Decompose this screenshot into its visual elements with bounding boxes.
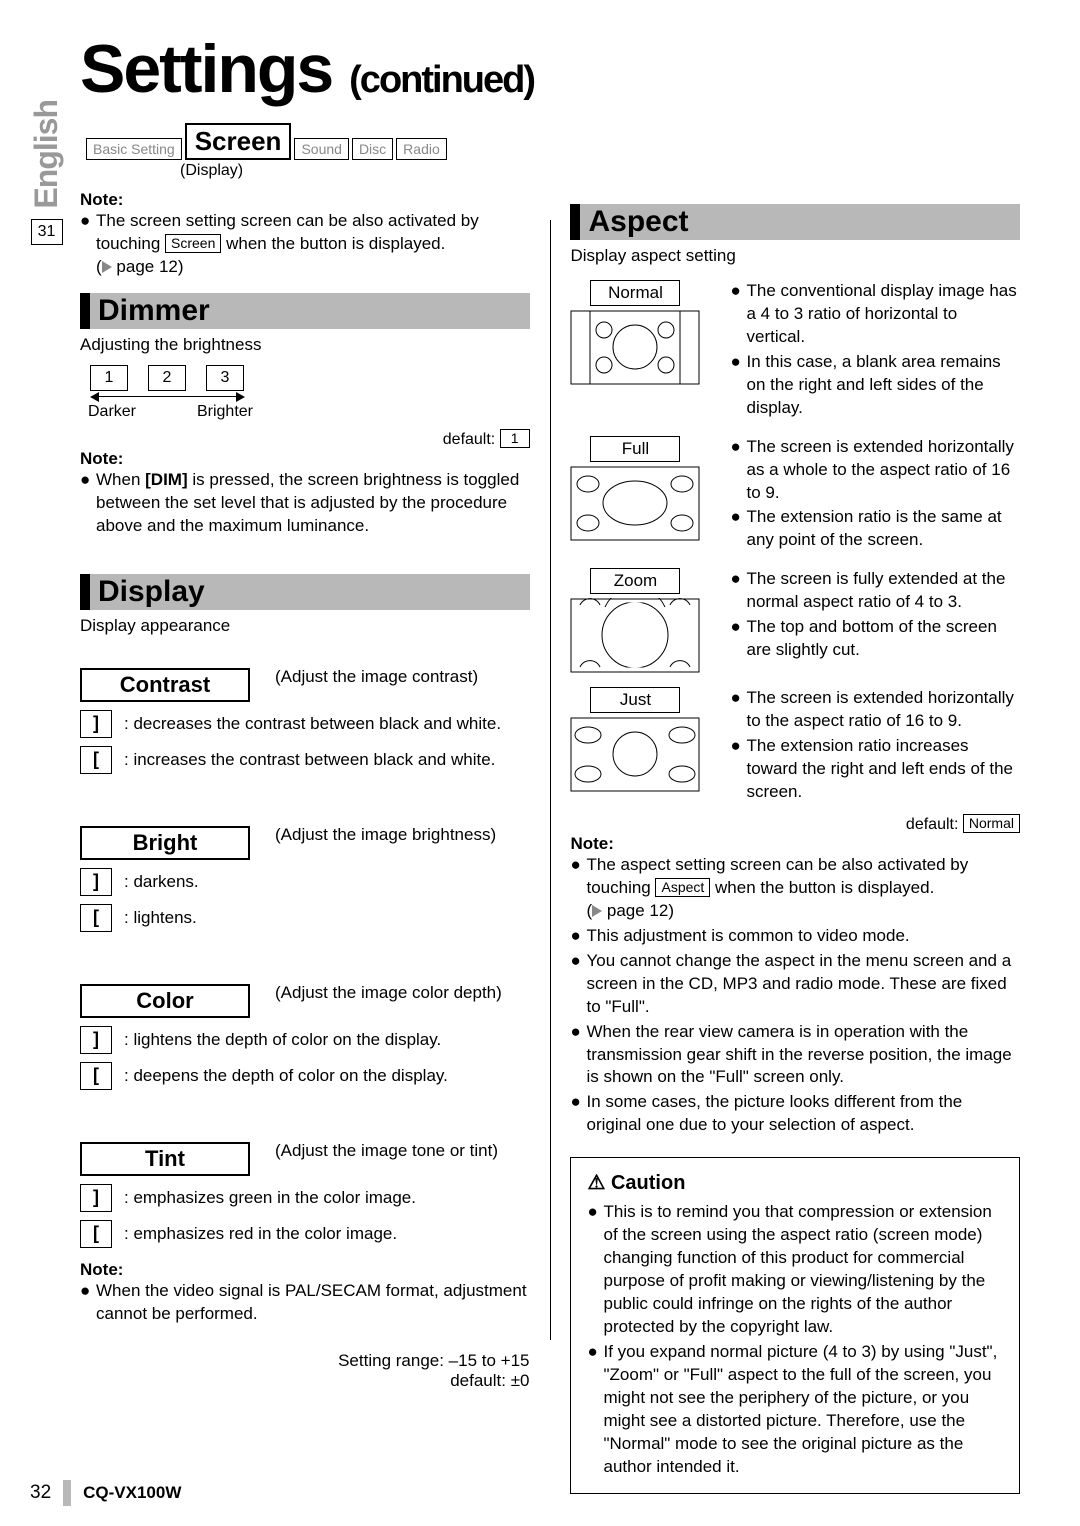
- dimmer-heading: Dimmer: [80, 293, 530, 329]
- color-down: ] : lightens the depth of color on the d…: [80, 1026, 530, 1054]
- contrast-up: [ : increases the contrast between black…: [80, 746, 530, 774]
- display-sub: Display appearance: [80, 616, 530, 636]
- dimmer-arrow: [90, 391, 245, 403]
- aspect-full-icon: [570, 466, 700, 541]
- dimmer-levels: 1 2 3: [90, 365, 530, 391]
- dimmer-default: default: 1: [80, 429, 530, 449]
- dimmer-level-3: 3: [206, 365, 244, 391]
- aspect-zoom-icon: [570, 598, 700, 673]
- arrow-icon: [102, 261, 112, 273]
- param-bright: Bright (Adjust the image brightness): [80, 810, 530, 860]
- aspect-note-3: ●You cannot change the aspect in the men…: [570, 950, 1020, 1019]
- aspect-note-4: ●When the rear view camera is in operati…: [570, 1021, 1020, 1090]
- tab-basic-setting: Basic Setting: [86, 138, 182, 160]
- contrast-down: ] : decreases the contrast between black…: [80, 710, 530, 738]
- dimmer-sub: Adjusting the brightness: [80, 335, 530, 355]
- tab-screen: Screen: [185, 123, 292, 160]
- aspect-button-ref: Aspect: [655, 878, 710, 897]
- caution-box: ⚠ Caution ●This is to remind you that co…: [570, 1157, 1020, 1493]
- setting-range: Setting range: –15 to +15 default: ±0: [80, 1351, 530, 1391]
- page-number: 32: [30, 1482, 51, 1504]
- caution-title: ⚠ Caution: [587, 1170, 1003, 1195]
- screen-button-ref: Screen: [165, 234, 221, 253]
- up-key: [: [80, 746, 112, 774]
- language-label: English: [28, 100, 65, 209]
- aspect-note-5: ●In some cases, the picture looks differ…: [570, 1091, 1020, 1137]
- caution-item-2: ●If you expand normal picture (4 to 3) b…: [587, 1341, 1003, 1479]
- aspect-note-2: ●This adjustment is common to video mode…: [570, 925, 1020, 948]
- tab-radio: Radio: [396, 138, 447, 160]
- display-note-item: ● When the video signal is PAL/SECAM for…: [80, 1280, 530, 1326]
- aspect-zoom: Zoom ●The screen is fully extended at th…: [570, 568, 1020, 673]
- dimmer-level-2: 2: [148, 365, 186, 391]
- model-number: CQ-VX100W: [83, 1483, 181, 1503]
- aspect-full: Full ●The screen is extended horizontall…: [570, 436, 1020, 555]
- title-main: Settings: [80, 31, 332, 107]
- side-tab: English 31: [28, 100, 65, 245]
- aspect-normal: Normal ●The conventional display image h…: [570, 280, 1020, 422]
- dimmer-level-1: 1: [90, 365, 128, 391]
- arrow-icon: [592, 905, 602, 917]
- title-suffix: (continued): [349, 59, 534, 101]
- aspect-just-icon: [570, 717, 700, 792]
- tab-row: Basic Setting Screen Sound Disc Radio: [86, 123, 1020, 160]
- dimmer-note-label: Note:: [80, 449, 530, 469]
- footer-bar: [63, 1480, 71, 1506]
- tint-up: [ : emphasizes red in the color image.: [80, 1220, 530, 1248]
- column-divider: [550, 220, 551, 1340]
- note-label: Note:: [80, 190, 530, 210]
- tab-disc: Disc: [352, 138, 393, 160]
- page-footer: 32 CQ-VX100W: [30, 1480, 181, 1506]
- aspect-default: default: Normal: [570, 814, 1020, 834]
- param-contrast: Contrast (Adjust the image contrast): [80, 652, 530, 702]
- opposite-page-number: 31: [31, 219, 63, 245]
- param-tint: Tint (Adjust the image tone or tint): [80, 1126, 530, 1176]
- bright-up: [ : lightens.: [80, 904, 530, 932]
- param-color: Color (Adjust the image color depth): [80, 968, 530, 1018]
- display-note-label: Note:: [80, 1260, 530, 1280]
- page-title: Settings (continued): [80, 30, 1020, 108]
- caution-item-1: ●This is to remind you that compression …: [587, 1201, 1003, 1339]
- tab-caption: (Display): [180, 162, 1020, 180]
- aspect-just: Just ●The screen is extended horizontall…: [570, 687, 1020, 806]
- display-heading: Display: [80, 574, 530, 610]
- dimmer-range-labels: Darker Brighter: [88, 403, 253, 421]
- aspect-note-1: ● The aspect setting screen can be also …: [570, 854, 1020, 923]
- down-key: ]: [80, 710, 112, 738]
- tint-down: ] : emphasizes green in the color image.: [80, 1184, 530, 1212]
- aspect-note-label: Note:: [570, 834, 1020, 854]
- aspect-sub: Display aspect setting: [570, 246, 1020, 266]
- color-up: [ : deepens the depth of color on the di…: [80, 1062, 530, 1090]
- warning-icon: ⚠: [587, 1172, 605, 1194]
- tab-sound: Sound: [294, 138, 348, 160]
- dimmer-note-item: ● When [DIM] is pressed, the screen brig…: [80, 469, 530, 538]
- top-note-item: ● The screen setting screen can be also …: [80, 210, 530, 279]
- aspect-normal-icon: [570, 310, 700, 385]
- aspect-heading: Aspect: [570, 204, 1020, 240]
- bright-down: ] : darkens.: [80, 868, 530, 896]
- right-column: Aspect Display aspect setting Normal: [570, 190, 1020, 1494]
- left-column: Note: ● The screen setting screen can be…: [80, 190, 530, 1494]
